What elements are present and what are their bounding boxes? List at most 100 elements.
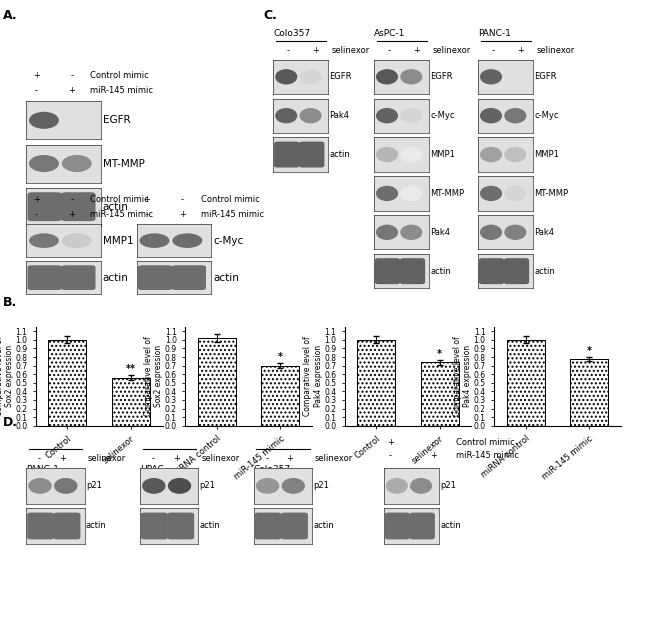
Ellipse shape	[29, 233, 59, 248]
Text: -: -	[151, 454, 155, 463]
Text: selinexor: selinexor	[536, 46, 575, 55]
Ellipse shape	[400, 147, 422, 162]
Ellipse shape	[140, 233, 170, 248]
Ellipse shape	[480, 147, 502, 162]
Ellipse shape	[62, 112, 92, 129]
Text: -: -	[35, 210, 38, 218]
Text: PANC-1: PANC-1	[478, 29, 511, 38]
Text: MMP1: MMP1	[103, 236, 133, 246]
Text: actin: actin	[86, 521, 107, 531]
Text: PANC-1: PANC-1	[26, 465, 59, 474]
Ellipse shape	[300, 108, 322, 123]
Text: -: -	[35, 86, 38, 95]
Text: +: +	[68, 210, 75, 218]
Ellipse shape	[168, 478, 191, 494]
Ellipse shape	[54, 478, 77, 494]
Bar	[198, 338, 236, 426]
Text: +: +	[517, 46, 524, 55]
Text: Pak4: Pak4	[534, 228, 554, 237]
Bar	[261, 366, 299, 426]
Text: actin: actin	[440, 521, 461, 531]
FancyBboxPatch shape	[281, 513, 308, 539]
Text: +: +	[33, 195, 40, 204]
Text: Control mimic: Control mimic	[90, 72, 150, 80]
Y-axis label: Comparative level of
Sox2 expression: Comparative level of Sox2 expression	[0, 336, 14, 416]
Y-axis label: Comparative level of
Pak4 expression: Comparative level of Pak4 expression	[453, 336, 472, 416]
Bar	[570, 358, 608, 426]
Text: miR-145 mimic: miR-145 mimic	[90, 210, 153, 218]
Ellipse shape	[504, 225, 526, 240]
FancyBboxPatch shape	[167, 513, 194, 539]
Text: -: -	[491, 46, 495, 55]
FancyBboxPatch shape	[172, 265, 206, 290]
FancyBboxPatch shape	[375, 258, 400, 284]
Text: A.: A.	[3, 9, 18, 22]
FancyBboxPatch shape	[141, 513, 168, 539]
Text: Pak4: Pak4	[430, 228, 450, 237]
Text: MT-MMP: MT-MMP	[430, 189, 464, 198]
Text: c-Myc: c-Myc	[534, 111, 559, 120]
Bar	[507, 340, 545, 426]
Bar	[570, 358, 608, 426]
Text: p21: p21	[200, 481, 215, 491]
Text: -: -	[387, 46, 391, 55]
Text: actin: actin	[213, 273, 239, 283]
Text: B.: B.	[3, 296, 18, 309]
Text: +: +	[287, 454, 294, 463]
Text: Colo357: Colo357	[273, 29, 310, 38]
Text: selinexor: selinexor	[87, 454, 125, 463]
Bar	[358, 340, 395, 426]
Text: -: -	[70, 195, 73, 204]
Text: MT-MMP: MT-MMP	[103, 159, 144, 168]
Ellipse shape	[410, 478, 432, 494]
Text: -: -	[265, 454, 268, 463]
Text: HPAC: HPAC	[140, 465, 164, 474]
FancyBboxPatch shape	[400, 258, 425, 284]
Bar	[421, 362, 459, 426]
Ellipse shape	[376, 186, 398, 201]
Text: MT-MMP: MT-MMP	[534, 189, 568, 198]
Text: *: *	[586, 346, 592, 355]
Text: +: +	[33, 72, 40, 80]
Text: EGFR: EGFR	[103, 115, 130, 125]
Ellipse shape	[480, 69, 502, 85]
Text: +: +	[430, 451, 437, 460]
Text: +: +	[59, 454, 66, 463]
Text: miR-145 mimic: miR-145 mimic	[201, 210, 264, 218]
Ellipse shape	[29, 478, 52, 494]
Ellipse shape	[400, 108, 422, 123]
Ellipse shape	[504, 186, 526, 201]
Text: miR-145 mimic: miR-145 mimic	[456, 451, 519, 460]
Text: Control mimic: Control mimic	[90, 195, 150, 204]
Text: +: +	[179, 210, 186, 218]
Bar	[507, 340, 545, 426]
Ellipse shape	[480, 108, 502, 123]
Text: p21: p21	[440, 481, 456, 491]
Bar	[358, 340, 395, 426]
Ellipse shape	[400, 225, 422, 240]
FancyBboxPatch shape	[61, 193, 96, 221]
Ellipse shape	[62, 233, 92, 248]
Y-axis label: Comparative level of
Sox2 expression: Comparative level of Sox2 expression	[144, 336, 163, 416]
Text: C.: C.	[263, 9, 277, 22]
Text: EGFR: EGFR	[534, 72, 557, 81]
Text: selinexor: selinexor	[315, 454, 353, 463]
Ellipse shape	[29, 112, 59, 129]
Text: Pak4: Pak4	[330, 111, 350, 120]
Ellipse shape	[376, 108, 398, 123]
Ellipse shape	[376, 69, 398, 85]
Text: MMP1: MMP1	[430, 150, 455, 159]
Text: Control mimic: Control mimic	[456, 437, 515, 447]
FancyBboxPatch shape	[410, 513, 435, 539]
FancyBboxPatch shape	[385, 513, 410, 539]
Text: EGFR: EGFR	[430, 72, 453, 81]
Text: p21: p21	[313, 481, 329, 491]
FancyBboxPatch shape	[274, 141, 300, 168]
Ellipse shape	[400, 69, 422, 85]
Text: AsPC-1: AsPC-1	[374, 29, 405, 38]
Text: +: +	[68, 86, 75, 95]
Text: -: -	[70, 72, 73, 80]
Text: actin: actin	[103, 273, 129, 283]
Ellipse shape	[275, 69, 297, 85]
FancyBboxPatch shape	[61, 265, 96, 290]
